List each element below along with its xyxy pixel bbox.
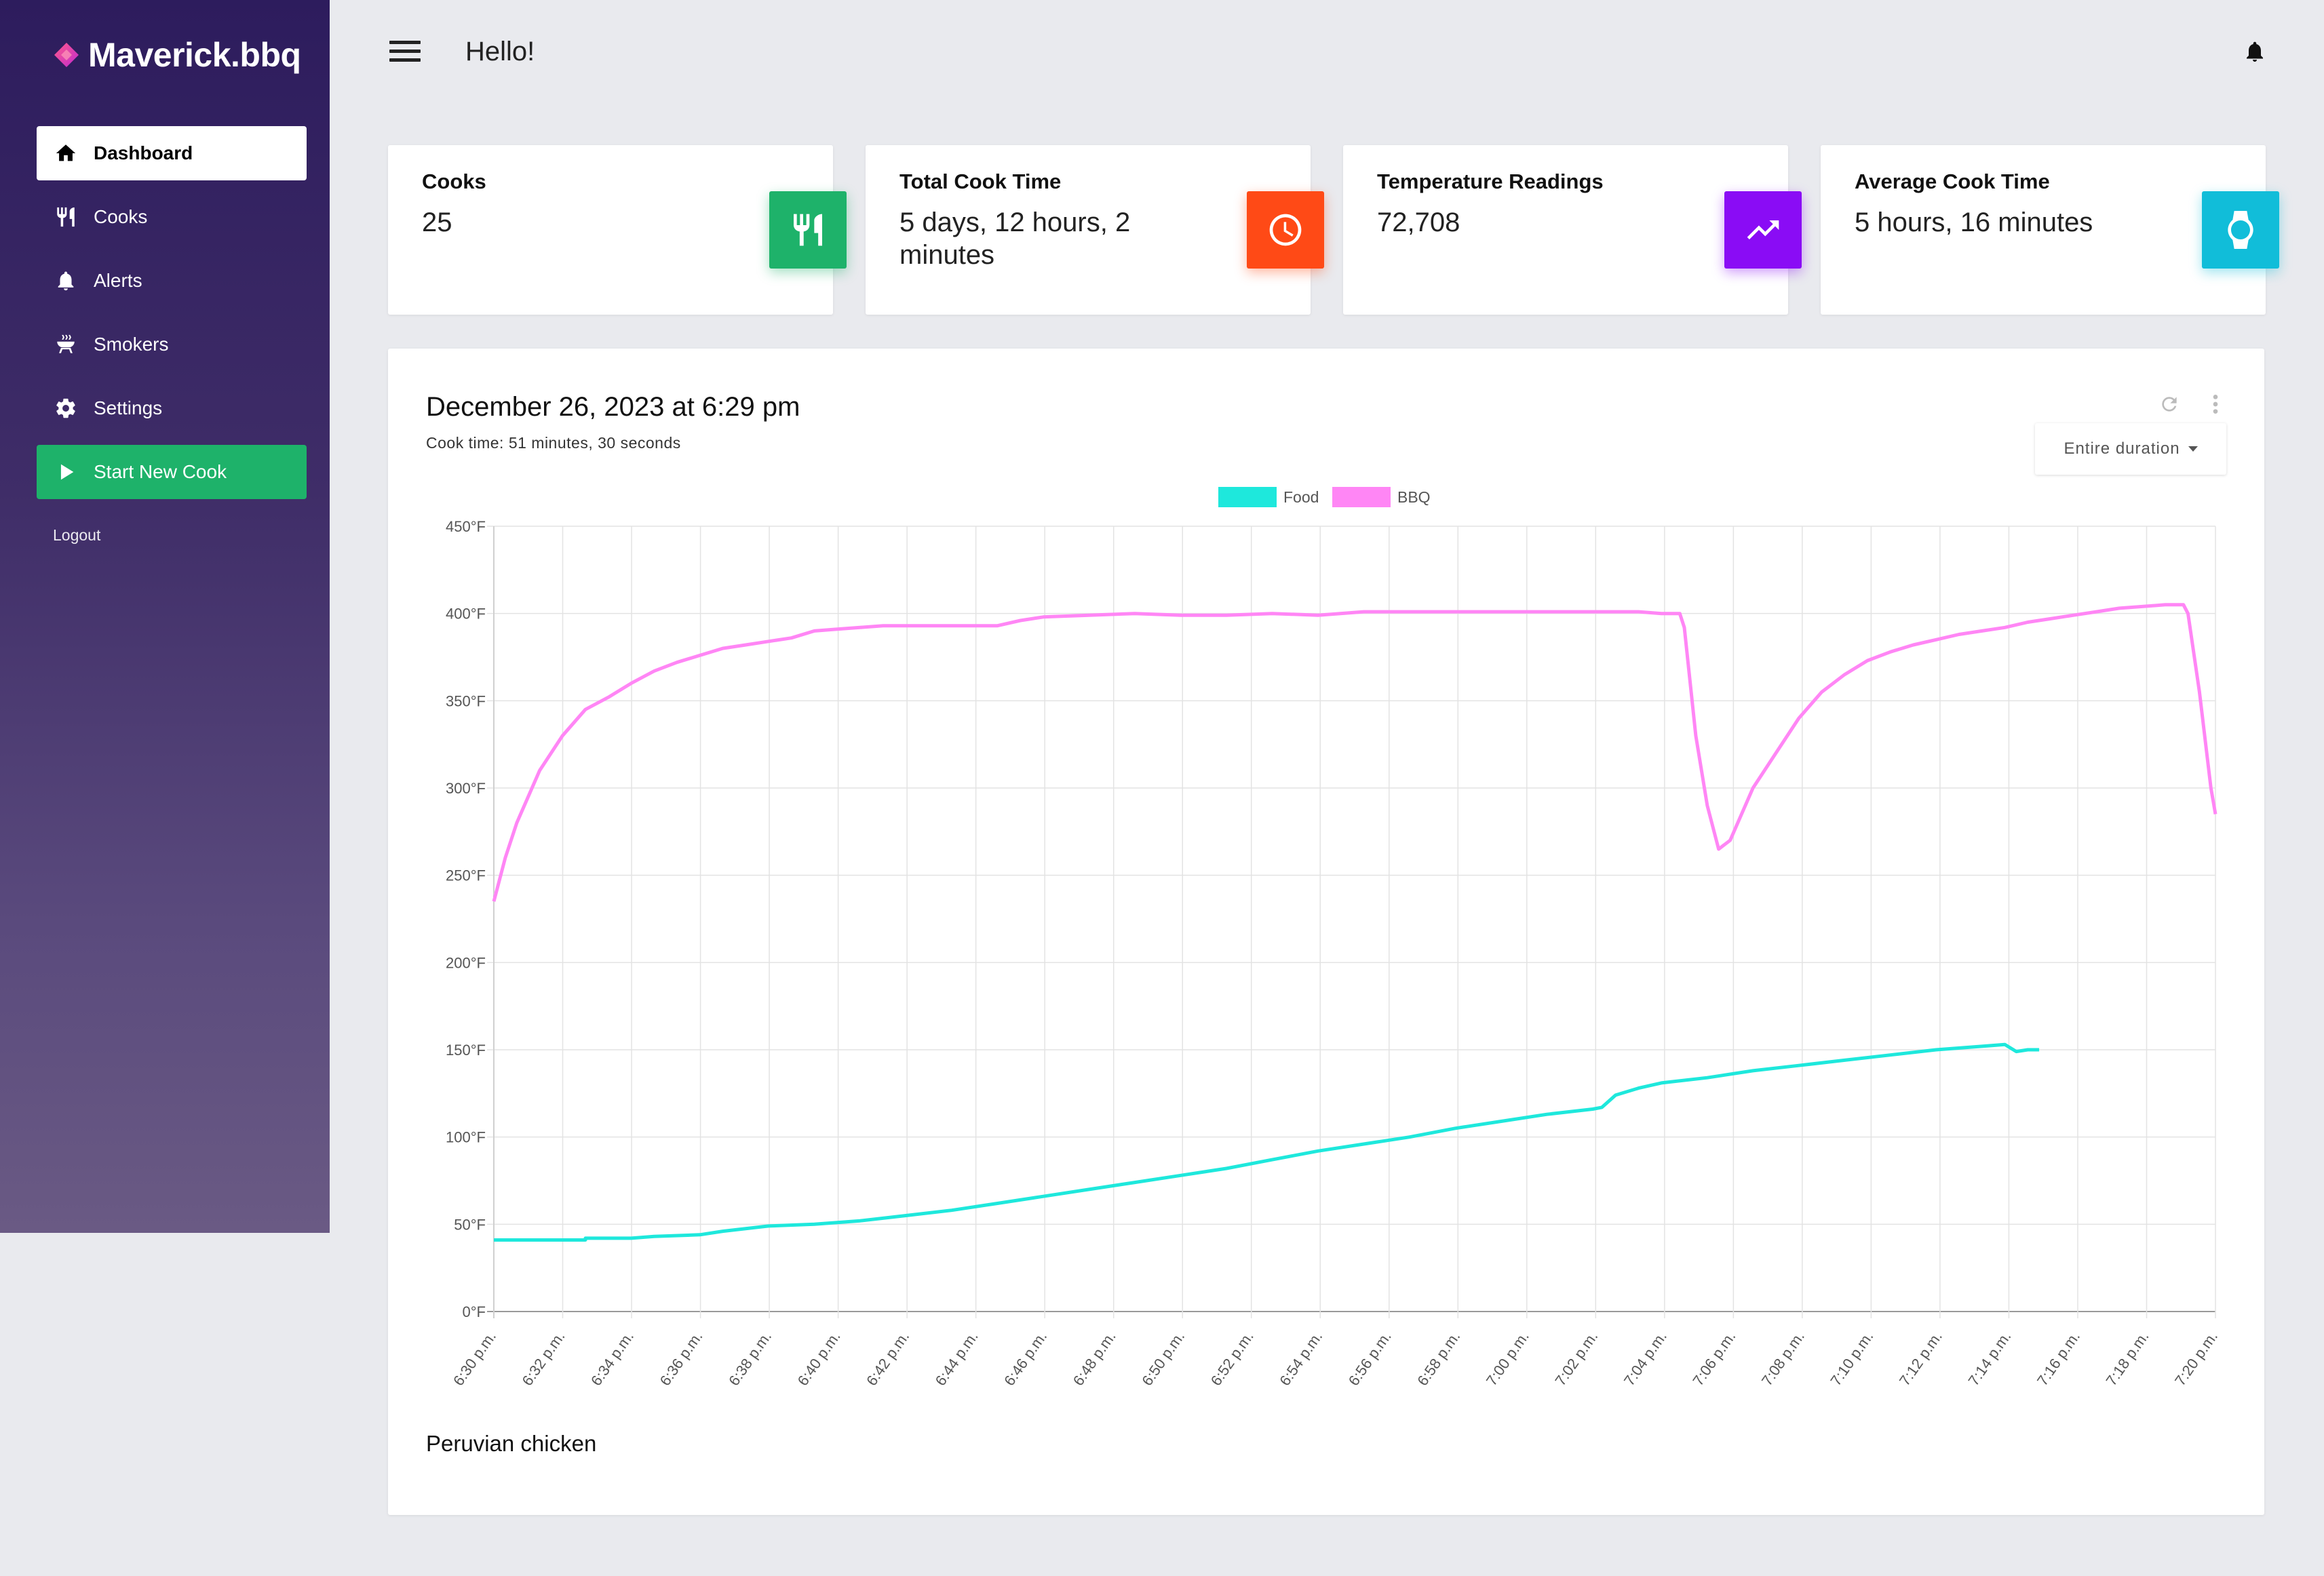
x-tick-label: 7:08 p.m. (1758, 1328, 1808, 1389)
x-tick-label: 7:16 p.m. (2034, 1328, 2083, 1389)
x-tick-label: 6:34 p.m. (587, 1328, 637, 1389)
x-tick-label: 7:20 p.m. (2171, 1328, 2221, 1389)
y-tick-label: 200°F (446, 954, 486, 971)
cook-chart-panel: December 26, 2023 at 6:29 pm Cook time: … (388, 349, 2264, 1515)
sidebar-item-alerts[interactable]: Alerts (37, 254, 307, 308)
utensils-icon (769, 191, 847, 269)
brand[interactable]: Maverick.bbq (52, 35, 301, 75)
temperature-chart: 0°F 50°F 100°F 150°F 200°F 250°F 300°F 350°F 400… (446, 487, 2221, 1389)
sidebar-item-label: Smokers (94, 334, 169, 355)
x-tick-label: 6:46 p.m. (1001, 1328, 1050, 1389)
start-new-cook-label: Start New Cook (94, 461, 227, 482)
x-tick-label: 6:58 p.m. (1414, 1328, 1463, 1389)
sidebar-nav: Dashboard Cooks Alerts Smokers Settings (37, 126, 307, 509)
stat-value: 72,708 (1377, 208, 1460, 237)
y-tick-label: 350°F (446, 692, 486, 709)
x-tick-label: 6:50 p.m. (1138, 1328, 1188, 1389)
notifications-bell-icon[interactable] (2243, 38, 2267, 65)
stat-card-total-cook-time: Total Cook Time 5 days, 12 hours, 2 minu… (866, 145, 1324, 315)
x-tick-label: 7:18 p.m. (2102, 1328, 2152, 1389)
brand-name: Maverick.bbq (88, 36, 301, 74)
stat-title: Cooks (422, 170, 486, 193)
y-tick-label: 0°F (463, 1303, 486, 1320)
caret-down-icon (2188, 446, 2198, 452)
stat-title: Average Cook Time (1855, 170, 2050, 193)
y-tick-label: 400°F (446, 606, 486, 623)
x-tick-label: 7:10 p.m. (1827, 1328, 1876, 1389)
y-tick-label: 100°F (446, 1129, 486, 1146)
sidebar-item-settings[interactable]: Settings (37, 381, 307, 435)
x-tick-label: 7:12 p.m. (1896, 1328, 1945, 1389)
stat-card-average-cook-time: Average Cook Time 5 hours, 16 minutes (1821, 145, 2279, 315)
stat-value: 25 (422, 208, 452, 237)
more-vertical-icon[interactable] (2210, 393, 2221, 415)
y-tick-label: 450°F (446, 518, 486, 535)
x-tick-label: 6:52 p.m. (1207, 1328, 1257, 1389)
duration-select[interactable]: Entire duration (2035, 423, 2226, 475)
play-icon (54, 458, 84, 486)
x-tick-label: 6:44 p.m. (932, 1328, 982, 1389)
x-tick-label: 6:40 p.m. (794, 1328, 844, 1389)
utensils-icon (54, 203, 84, 231)
sidebar-item-label: Settings (94, 397, 163, 418)
x-tick-label: 6:32 p.m. (519, 1328, 568, 1389)
cook-note: Peruvian chicken (426, 1431, 597, 1456)
stat-title: Temperature Readings (1377, 170, 1604, 193)
bell-icon (54, 267, 84, 294)
y-tick-label: 50°F (454, 1216, 486, 1233)
x-tick-label: 6:30 p.m. (450, 1328, 499, 1389)
x-tick-label: 7:04 p.m. (1621, 1328, 1670, 1389)
logout-link[interactable]: Logout (53, 526, 101, 544)
hamburger-menu-icon[interactable] (389, 41, 421, 65)
x-tick-label: 6:36 p.m. (657, 1328, 706, 1389)
sidebar-item-label: Alerts (94, 270, 142, 291)
clock-icon (1247, 191, 1324, 269)
x-tick-label: 6:38 p.m. (725, 1328, 775, 1389)
legend-swatch-bbq (1332, 487, 1391, 507)
stat-card-cooks: Cooks 25 (388, 145, 847, 315)
brand-logo-icon (54, 43, 79, 67)
x-tick-label: 7:14 p.m. (1964, 1328, 2014, 1389)
sidebar-item-dashboard[interactable]: Dashboard (37, 126, 307, 180)
grill-icon (54, 331, 84, 358)
x-tick-label: 7:06 p.m. (1689, 1328, 1739, 1389)
gear-icon (54, 395, 84, 422)
stat-value: 5 hours, 16 minutes (1855, 208, 2093, 237)
y-tick-label: 150°F (446, 1042, 486, 1059)
home-icon (54, 140, 84, 167)
series-line-food (494, 1042, 2040, 1242)
legend-label-bbq: BBQ (1397, 488, 1431, 506)
stat-value: 5 days, 12 hours, 2 minutes (899, 208, 1131, 270)
greeting: Hello! (465, 37, 535, 66)
y-tick-label: 300°F (446, 780, 486, 797)
trending-up-icon (1724, 191, 1802, 269)
x-tick-label: 7:02 p.m. (1551, 1328, 1601, 1389)
sidebar-item-smokers[interactable]: Smokers (37, 317, 307, 372)
cook-time-text: Cook time: 51 minutes, 30 seconds (426, 434, 681, 452)
start-new-cook-button[interactable]: Start New Cook (37, 445, 307, 499)
cook-title[interactable]: December 26, 2023 at 6:29 pm (426, 392, 800, 422)
watch-icon (2202, 191, 2279, 269)
sidebar-item-cooks[interactable]: Cooks (37, 190, 307, 244)
stat-title: Total Cook Time (899, 170, 1062, 193)
x-tick-label: 6:42 p.m. (863, 1328, 912, 1389)
series-line-bbq (492, 603, 2218, 902)
legend-swatch-food (1218, 487, 1277, 507)
duration-select-value: Entire duration (2064, 439, 2180, 458)
x-tick-label: 6:56 p.m. (1345, 1328, 1395, 1389)
y-tick-label: 250°F (446, 867, 486, 884)
x-tick-label: 7:00 p.m. (1483, 1328, 1532, 1389)
sidebar: Maverick.bbq Dashboard Cooks Alerts Smok… (0, 0, 330, 1233)
legend-label-food: Food (1283, 488, 1319, 506)
sidebar-item-label: Dashboard (94, 142, 193, 163)
x-tick-label: 6:48 p.m. (1070, 1328, 1119, 1389)
sidebar-item-label: Cooks (94, 206, 148, 227)
x-tick-label: 6:54 p.m. (1276, 1328, 1325, 1389)
stat-card-temperature-readings: Temperature Readings 72,708 (1343, 145, 1802, 315)
